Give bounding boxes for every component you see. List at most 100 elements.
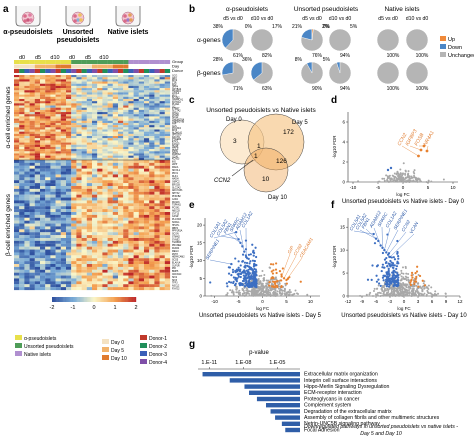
heatmap-cell <box>55 88 61 91</box>
heatmap-cell <box>81 101 87 104</box>
heatmap-cell <box>45 278 51 282</box>
volcano-point-down <box>394 283 397 287</box>
volcano-point-down <box>387 269 390 272</box>
heatmap-cell <box>66 240 72 244</box>
heatmap-cell <box>40 180 46 184</box>
heatmap-cell <box>164 107 171 110</box>
heatmap-cell <box>14 226 20 230</box>
heatmap-cell <box>92 101 98 104</box>
heatmap-cell <box>164 160 171 163</box>
panel-letter-d: d <box>331 95 337 106</box>
heatmap-cell <box>50 151 56 154</box>
heatmap-cell <box>40 220 46 224</box>
heatmap-cell <box>144 85 150 89</box>
heatmap-cell <box>45 101 51 104</box>
heatmap-cell <box>55 278 61 282</box>
heatmap-cell <box>34 206 41 210</box>
heatmap-cell <box>50 287 56 291</box>
heatmap-cell <box>123 232 129 236</box>
heatmap-cell <box>86 275 93 279</box>
heatmap-cell <box>81 275 87 279</box>
heatmap-cell <box>102 209 108 213</box>
heatmap-cell <box>86 94 93 97</box>
heatmap-cell <box>60 109 67 113</box>
heatmap-cell <box>154 144 160 148</box>
heatmap-cell <box>154 284 160 288</box>
volcano-point-ns <box>417 282 420 285</box>
heatmap-cell <box>29 116 35 119</box>
heatmap-cell <box>76 120 82 124</box>
heatmap-cell <box>66 101 72 104</box>
heatmap-cell <box>128 142 134 145</box>
volcano-point-down <box>395 279 398 283</box>
heatmap-cell <box>107 243 113 247</box>
heatmap-cell <box>55 83 61 86</box>
heatmap-cell <box>55 223 61 227</box>
heatmap-cell <box>71 252 77 256</box>
heatmap-cell <box>112 269 119 273</box>
heatmap-cell <box>76 90 82 93</box>
heatmap-cell <box>34 261 41 265</box>
heatmap-cell <box>128 144 134 148</box>
heatmap-cell <box>19 180 25 184</box>
heatmap-cell <box>112 165 119 169</box>
heatmap-cell <box>138 144 145 148</box>
heatmap-cell <box>29 85 35 89</box>
volcano-point-ns <box>394 179 397 182</box>
volcano-point-ns <box>261 270 264 273</box>
cell-dot-icon <box>23 14 27 18</box>
heatmap-cell <box>107 203 113 207</box>
heatmap-cell <box>24 229 30 233</box>
heatmap-cell <box>164 101 171 104</box>
heatmap-cell <box>29 92 35 95</box>
heatmap-cell <box>107 235 113 239</box>
heatmap-cell <box>159 142 165 145</box>
heatmap-cell <box>71 188 77 192</box>
heatmap-cell <box>29 183 35 187</box>
volcano-point-down <box>386 233 389 236</box>
heatmap-cell <box>92 157 98 161</box>
heatmap-cell <box>159 281 165 285</box>
heatmap-cell <box>144 177 150 181</box>
heatmap-cell <box>14 266 20 270</box>
volcano-point-ns <box>396 288 399 291</box>
heatmap-cell <box>138 171 145 175</box>
heatmap-cell <box>55 266 61 270</box>
heatmap-cell <box>86 171 93 175</box>
heatmap-cell <box>149 144 155 148</box>
heatmap-cell <box>19 116 25 119</box>
donor-track-cell <box>133 69 139 73</box>
heatmap-cell <box>154 112 160 115</box>
cell-dot-icon <box>73 14 77 18</box>
heatmap-cell <box>19 209 25 213</box>
heatmap-cell <box>19 155 25 158</box>
heatmap-cell <box>14 220 20 224</box>
heatmap-cell <box>60 226 67 230</box>
heatmap-cell <box>66 142 72 145</box>
heatmap-cell <box>159 160 165 163</box>
heatmap-cell <box>112 223 119 227</box>
heatmap-cell <box>29 101 35 104</box>
heatmap-cell <box>60 125 67 128</box>
heatmap-cell <box>118 197 124 201</box>
day-track-cell <box>60 64 67 69</box>
alpha-gene-label: PAPPA2 <box>172 153 181 156</box>
heatmap-cell <box>29 157 35 161</box>
heatmap-cell <box>71 157 77 161</box>
volcano-point-ns <box>381 285 384 288</box>
heatmap-cell <box>123 133 129 137</box>
heatmap-cell <box>50 125 56 128</box>
day-track-cell <box>128 64 134 69</box>
heatmap-cell <box>55 75 61 78</box>
pathway-caption: Downregulated pathways in unsorted pseud… <box>304 424 458 430</box>
heatmap-cell <box>86 116 93 119</box>
heatmap-cell <box>14 103 20 106</box>
group-track-cell <box>45 60 51 64</box>
heatmap-cell <box>97 206 103 210</box>
heatmap-cell <box>118 129 124 132</box>
pathway-bar <box>285 427 300 433</box>
volcano-point-ns <box>277 287 280 290</box>
heatmap-cell <box>14 284 20 288</box>
heatmap-cell <box>14 160 20 163</box>
beta-gene-label: FFAR4 <box>172 247 180 250</box>
